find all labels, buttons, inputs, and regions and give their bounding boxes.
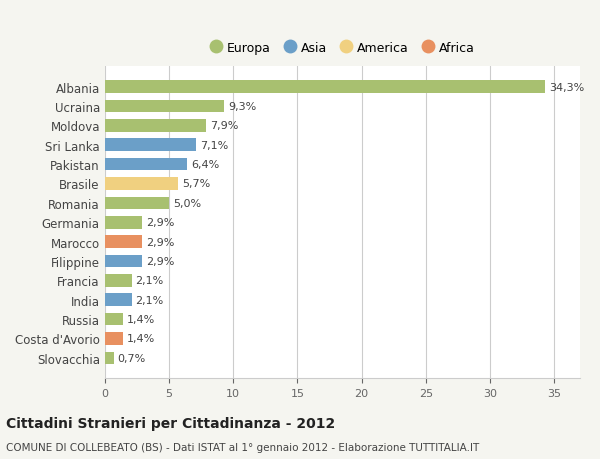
Text: 34,3%: 34,3% xyxy=(549,83,584,92)
Bar xyxy=(105,332,123,345)
Bar xyxy=(105,101,224,113)
Bar xyxy=(105,352,114,364)
Text: 7,9%: 7,9% xyxy=(210,121,238,131)
Text: 2,9%: 2,9% xyxy=(146,218,174,228)
Bar xyxy=(105,120,206,132)
Bar xyxy=(105,217,142,229)
Text: Cittadini Stranieri per Cittadinanza - 2012: Cittadini Stranieri per Cittadinanza - 2… xyxy=(6,416,335,430)
Text: 1,4%: 1,4% xyxy=(127,334,155,344)
Bar xyxy=(105,197,169,210)
Legend: Europa, Asia, America, Africa: Europa, Asia, America, Africa xyxy=(209,42,475,55)
Text: 0,7%: 0,7% xyxy=(118,353,146,363)
Text: 7,1%: 7,1% xyxy=(200,140,228,151)
Bar xyxy=(105,81,545,94)
Text: 2,1%: 2,1% xyxy=(136,276,164,285)
Text: COMUNE DI COLLEBEATO (BS) - Dati ISTAT al 1° gennaio 2012 - Elaborazione TUTTITA: COMUNE DI COLLEBEATO (BS) - Dati ISTAT a… xyxy=(6,442,479,452)
Text: 2,1%: 2,1% xyxy=(136,295,164,305)
Bar xyxy=(105,158,187,171)
Text: 2,9%: 2,9% xyxy=(146,257,174,266)
Text: 2,9%: 2,9% xyxy=(146,237,174,247)
Text: 1,4%: 1,4% xyxy=(127,314,155,325)
Bar xyxy=(105,255,142,268)
Text: 5,0%: 5,0% xyxy=(173,198,201,208)
Bar xyxy=(105,294,132,306)
Bar xyxy=(105,313,123,325)
Bar xyxy=(105,274,132,287)
Bar xyxy=(105,236,142,248)
Text: 6,4%: 6,4% xyxy=(191,160,219,170)
Bar xyxy=(105,178,178,190)
Text: 5,7%: 5,7% xyxy=(182,179,210,189)
Text: 9,3%: 9,3% xyxy=(228,102,256,112)
Bar xyxy=(105,139,196,152)
